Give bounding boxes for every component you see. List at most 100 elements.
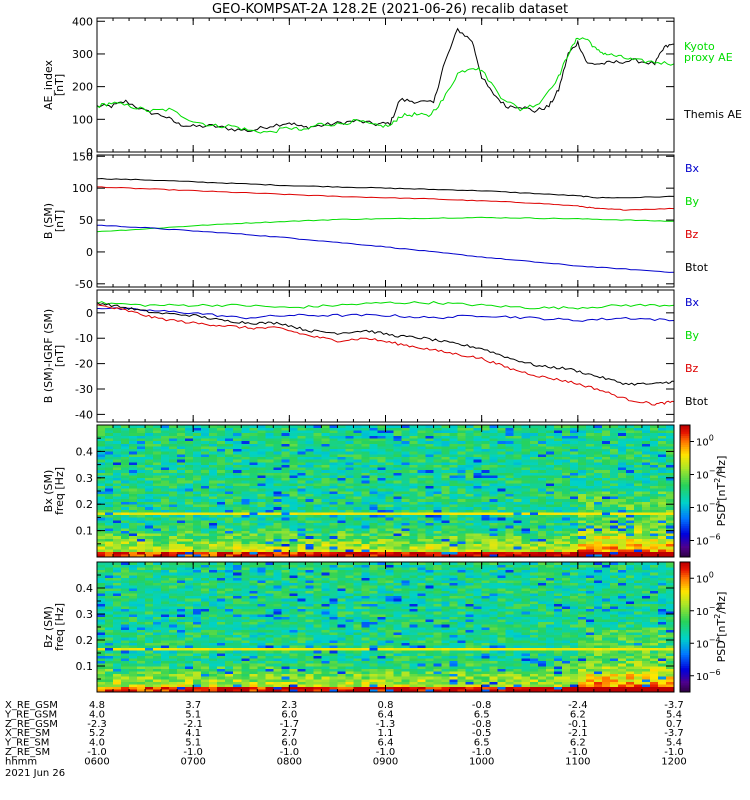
spectrogram-cell [329, 549, 338, 553]
spectrogram-cell [113, 461, 122, 465]
spectrogram-cell [385, 446, 394, 450]
spectrogram-cell [137, 647, 146, 651]
spectrogram-cell [97, 640, 106, 643]
spectrogram-cell [465, 467, 474, 471]
spectrogram-cell [233, 485, 242, 489]
spectrogram-cell [457, 469, 466, 473]
spectrogram-cell [225, 501, 234, 505]
spectrogram-cell [185, 477, 194, 481]
spectrogram-cell [529, 435, 539, 439]
spectrogram-cell [545, 427, 555, 431]
spectrogram-cell [449, 514, 458, 518]
spectrogram-cell [577, 430, 587, 434]
spectrogram-cell [393, 448, 402, 452]
spectrogram-cell [473, 501, 482, 505]
spectrogram-cell [449, 467, 458, 471]
spectrogram-cell [177, 606, 186, 610]
spectrogram-cell [361, 467, 370, 471]
y-tick-label: 0.1 [76, 525, 94, 538]
spectrogram-cell [321, 480, 330, 484]
spectrogram-cell [497, 512, 506, 516]
spectrogram-cell [225, 549, 234, 553]
spectrogram-cell [625, 512, 635, 516]
spectrogram-cell [289, 541, 298, 545]
spectrogram-cell [321, 533, 330, 537]
spectrogram-cell [417, 475, 426, 479]
spectrogram-cell [601, 554, 611, 558]
spectrogram-cell [305, 467, 314, 471]
spectrogram-cell [177, 562, 186, 565]
spectrogram-cell [433, 522, 442, 526]
spectrogram-cell [529, 451, 539, 455]
spectrogram-cell [385, 517, 394, 521]
spectrogram-cell [113, 676, 122, 680]
spectrogram-cell [289, 440, 298, 444]
spectrogram-cell [641, 443, 651, 447]
spectrogram-cell [353, 549, 362, 553]
spectrogram-cell [225, 425, 234, 428]
spectrogram-cell [481, 440, 490, 444]
spectrogram-cell [393, 506, 402, 510]
spectrogram-cell [385, 467, 394, 471]
spectrogram-cell [185, 569, 194, 573]
spectrogram-cell [497, 438, 506, 442]
spectrogram-cell [281, 501, 290, 505]
spectrogram-cell [209, 567, 218, 571]
spectrogram-cell [577, 464, 587, 468]
spectrogram-cell [241, 440, 250, 444]
spectrogram-cell [393, 543, 402, 547]
spectrogram-cell [377, 512, 386, 516]
spectrogram-cell [657, 491, 667, 494]
spectrogram-cell [161, 629, 170, 633]
spectrogram-cell [337, 546, 346, 550]
spectrogram-cell [353, 527, 362, 531]
spectrogram-cell [169, 454, 178, 457]
spectrogram-cell [297, 506, 306, 510]
spectrogram-cell [465, 514, 474, 518]
spectrogram-cell [409, 493, 418, 497]
spectrogram-cell [513, 483, 523, 487]
spectrogram-cell [489, 454, 498, 457]
spectrogram-cell [497, 533, 506, 537]
spectrogram-cell [401, 522, 410, 526]
spectrogram-cell [441, 475, 450, 479]
spectrogram-cell [201, 624, 210, 628]
spectrogram-cell [649, 527, 659, 531]
spectrogram-cell [353, 425, 362, 428]
spectrogram-cell [105, 554, 114, 558]
spectrogram-cell [369, 438, 378, 442]
spectrogram-cell [641, 543, 651, 547]
spectrogram-cell [449, 440, 458, 444]
spectrogram-cell [409, 483, 418, 487]
spectrogram-cell [289, 514, 298, 518]
figure-title: GEO-KOMPSAT-2A 128.2E (2021-06-26) recal… [212, 2, 568, 17]
spectrogram-cell [137, 585, 146, 589]
legend-entry-btot: Btot [685, 261, 709, 274]
spectrogram-cell [609, 541, 619, 545]
spectrogram-cell [193, 501, 202, 505]
spectrogram-cell [313, 506, 322, 510]
spectrogram-cell [625, 451, 635, 455]
spectrogram-cell [385, 541, 394, 545]
spectrogram-cell [545, 432, 555, 436]
spectrogram-cell [553, 456, 563, 460]
spectrogram-cell [593, 454, 603, 457]
spectrogram-cell [97, 634, 106, 638]
spectrogram-cell [137, 427, 146, 431]
spectrogram-cell [201, 637, 210, 641]
spectrogram-cell [97, 593, 106, 597]
spectrogram-cell [121, 469, 130, 473]
legend-entry-by: By [685, 195, 700, 208]
spectrogram-cell [273, 546, 282, 550]
spectrogram-cell [193, 451, 202, 455]
spectrogram-cell [649, 517, 659, 521]
spectrogram-cell [665, 464, 675, 468]
spectrogram-cell [113, 517, 122, 521]
spectrogram-cell [129, 603, 138, 607]
spectrogram-cell [145, 472, 154, 476]
spectrogram-cell [473, 451, 482, 455]
spectrogram-cell [313, 501, 322, 505]
spectrogram-cell [585, 472, 595, 476]
spectrogram-cell [129, 666, 138, 669]
spectrogram-cell [353, 535, 362, 539]
